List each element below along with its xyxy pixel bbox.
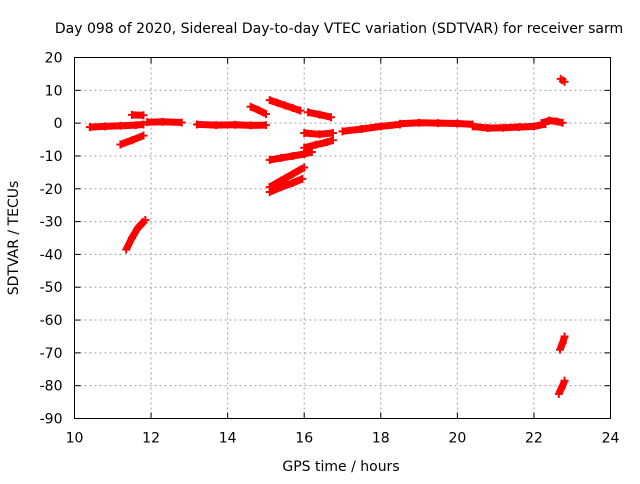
y-tick-label: -90	[40, 412, 63, 428]
x-axis-label: GPS time / hours	[282, 459, 399, 475]
x-tick-label: 14	[219, 431, 237, 447]
x-tick-label: 12	[142, 431, 160, 447]
y-tick-label: -80	[40, 379, 63, 395]
y-tick-label: -60	[40, 313, 63, 329]
x-tick-label: 24	[602, 431, 620, 447]
chart-title: Day 098 of 2020, Sidereal Day-to-day VTE…	[55, 21, 623, 37]
y-tick-label: -50	[40, 280, 63, 296]
y-tick-label: -30	[40, 215, 63, 231]
x-tick-label: 18	[372, 431, 390, 447]
y-tick-label: -70	[40, 346, 63, 362]
y-tick-label: 0	[54, 116, 63, 132]
y-tick-label: -40	[40, 247, 63, 263]
y-tick-label: 20	[45, 51, 63, 67]
x-tick-label: 10	[66, 431, 84, 447]
y-tick-label: 10	[45, 83, 63, 99]
data-track	[126, 220, 145, 250]
x-tick-label: 20	[448, 431, 466, 447]
data-track	[343, 124, 400, 131]
y-axis-label: SDTVAR / TECUs	[6, 181, 22, 296]
x-tick-label: 22	[525, 431, 543, 447]
x-tick-label: 16	[295, 431, 313, 447]
y-tick-label: -20	[40, 182, 63, 198]
y-tick-label: -10	[40, 149, 63, 165]
grid-layer	[75, 58, 611, 419]
plot-frame	[75, 58, 611, 419]
